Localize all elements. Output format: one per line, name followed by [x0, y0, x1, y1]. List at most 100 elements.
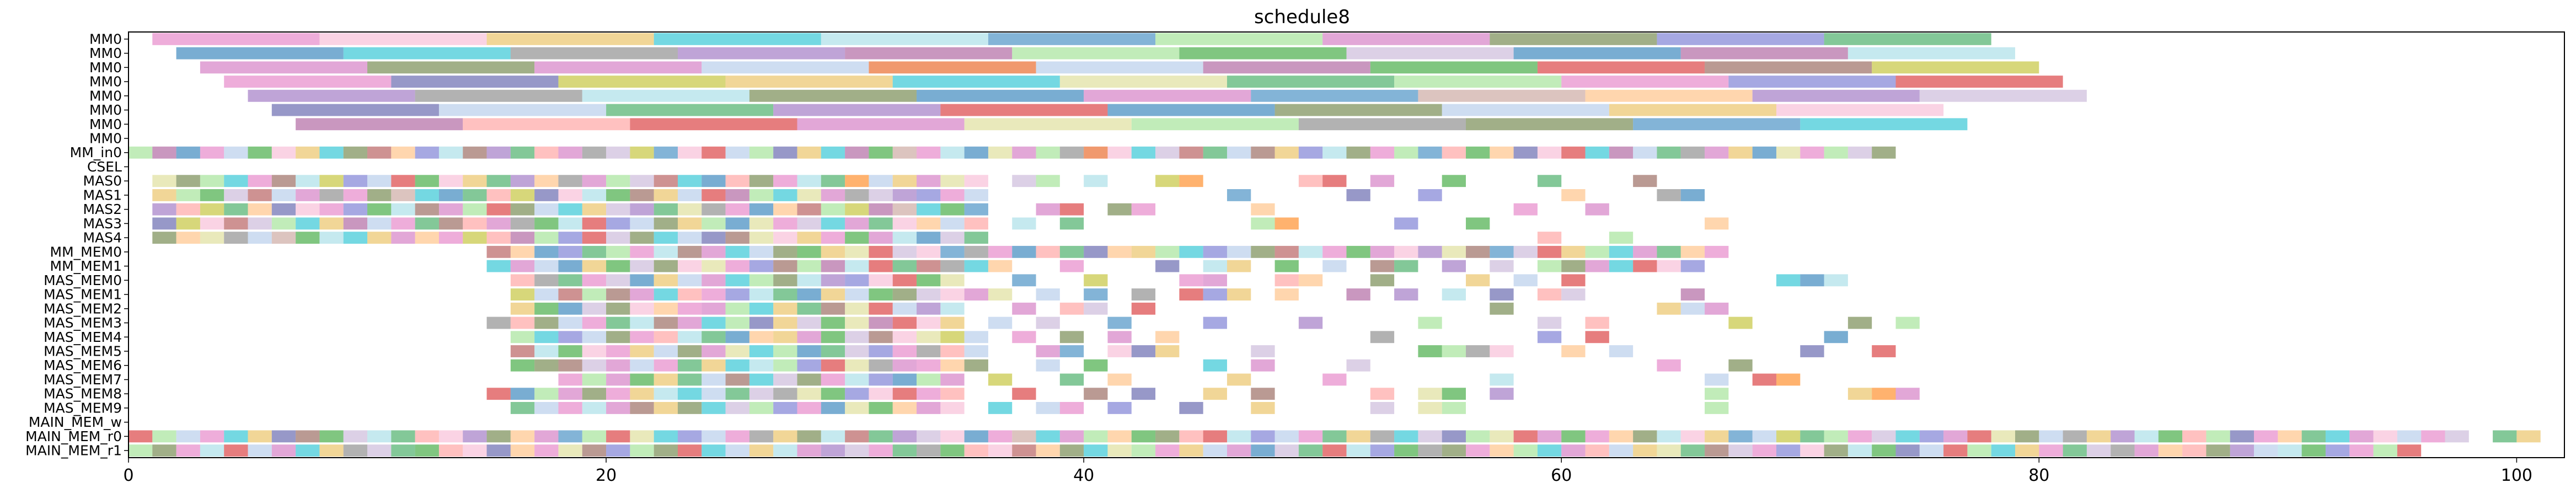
- task-bar: [1561, 76, 1729, 88]
- task-bar: [1274, 104, 1442, 116]
- task-bar: [677, 331, 702, 344]
- task-bar: [892, 232, 917, 244]
- task-bar: [1561, 345, 1586, 357]
- task-bar: [1537, 288, 1562, 301]
- task-bar: [2015, 444, 2039, 457]
- task-bar: [1131, 118, 1299, 131]
- task-bar: [1705, 61, 1872, 74]
- y-tick-label: MAIN_MEM_r0: [25, 428, 122, 444]
- task-bar: [845, 331, 869, 344]
- task-bar: [271, 430, 296, 443]
- task-bar: [917, 89, 1084, 102]
- task-bar: [1036, 175, 1060, 187]
- task-bar: [725, 217, 749, 230]
- task-bar: [1418, 401, 1442, 414]
- task-bar: [1895, 76, 2063, 88]
- task-bar: [1991, 430, 2016, 443]
- task-bar: [319, 430, 344, 443]
- task-bar: [940, 203, 965, 216]
- task-bar: [367, 189, 392, 201]
- task-bar: [630, 232, 654, 244]
- task-bar: [224, 430, 248, 443]
- task-bar: [2230, 444, 2254, 457]
- task-bar: [725, 373, 749, 386]
- task-bar: [892, 274, 917, 287]
- task-bar: [510, 302, 535, 315]
- task-bar: [869, 430, 893, 443]
- task-bar: [773, 359, 797, 372]
- task-bar: [725, 359, 749, 372]
- task-bar: [1609, 260, 1634, 272]
- task-bar: [1179, 444, 1203, 457]
- task-bar: [510, 146, 535, 159]
- task-bar: [797, 203, 821, 216]
- task-bar: [677, 373, 702, 386]
- task-bar: [654, 373, 678, 386]
- task-bar: [773, 104, 941, 116]
- task-bar: [1824, 430, 1848, 443]
- task-bar: [701, 401, 726, 414]
- y-tick-label: MAS4: [83, 230, 122, 246]
- task-bar: [1346, 444, 1370, 457]
- task-bar: [1346, 359, 1370, 372]
- task-bar: [176, 430, 200, 443]
- task-bar: [1466, 118, 1634, 131]
- task-bar: [701, 359, 726, 372]
- task-bar: [510, 260, 535, 272]
- task-bar: [176, 217, 200, 230]
- task-bar: [200, 189, 224, 201]
- task-bar: [630, 302, 654, 315]
- task-bar: [1274, 146, 1299, 159]
- y-tick-label: MAS0: [83, 173, 122, 189]
- task-bar: [224, 203, 248, 216]
- task-bar: [1609, 104, 1776, 116]
- task-bar: [1728, 359, 1753, 372]
- task-bar: [1442, 401, 1466, 414]
- task-bar: [701, 61, 869, 74]
- task-bar: [1537, 245, 1562, 258]
- task-bar: [892, 444, 917, 457]
- y-tick-label: MAS_MEM2: [44, 301, 122, 316]
- task-bar: [1227, 245, 1251, 258]
- task-bar: [367, 444, 392, 457]
- task-bar: [1537, 175, 1562, 187]
- task-bar: [534, 217, 559, 230]
- y-tick-label: MAS_MEM4: [44, 329, 122, 345]
- task-bar: [845, 217, 869, 230]
- task-bar: [1824, 146, 1848, 159]
- task-bar: [1227, 430, 1251, 443]
- task-bar: [1107, 345, 1132, 357]
- task-bar: [797, 373, 821, 386]
- task-bar: [558, 232, 582, 244]
- task-bar: [606, 302, 630, 315]
- task-bar: [606, 245, 630, 258]
- task-bar: [510, 175, 535, 187]
- task-bar: [917, 288, 941, 301]
- task-bar: [176, 232, 200, 244]
- task-bar: [367, 232, 392, 244]
- task-bar: [606, 288, 630, 301]
- y-tick-label: MM_in0: [70, 144, 122, 160]
- task-bar: [1012, 274, 1036, 287]
- task-bar: [1084, 388, 1108, 400]
- task-bar: [582, 359, 607, 372]
- task-bar: [1680, 288, 1705, 301]
- task-bar: [1155, 175, 1180, 187]
- y-tick-label: MM0: [89, 74, 122, 90]
- task-bar: [701, 175, 726, 187]
- task-bar: [1155, 331, 1180, 344]
- task-bar: [1776, 274, 1801, 287]
- task-bar: [1418, 89, 1586, 102]
- task-bar: [821, 33, 988, 45]
- task-bar: [510, 232, 535, 244]
- task-bar: [677, 175, 702, 187]
- task-bar: [917, 302, 941, 315]
- task-bar: [1537, 331, 1562, 344]
- task-bar: [224, 189, 248, 201]
- task-bar: [630, 316, 654, 329]
- y-tick-label: MM0: [89, 31, 122, 47]
- task-bar: [534, 331, 559, 344]
- task-bar: [701, 203, 726, 216]
- task-bar: [463, 118, 630, 131]
- task-bar: [845, 345, 869, 357]
